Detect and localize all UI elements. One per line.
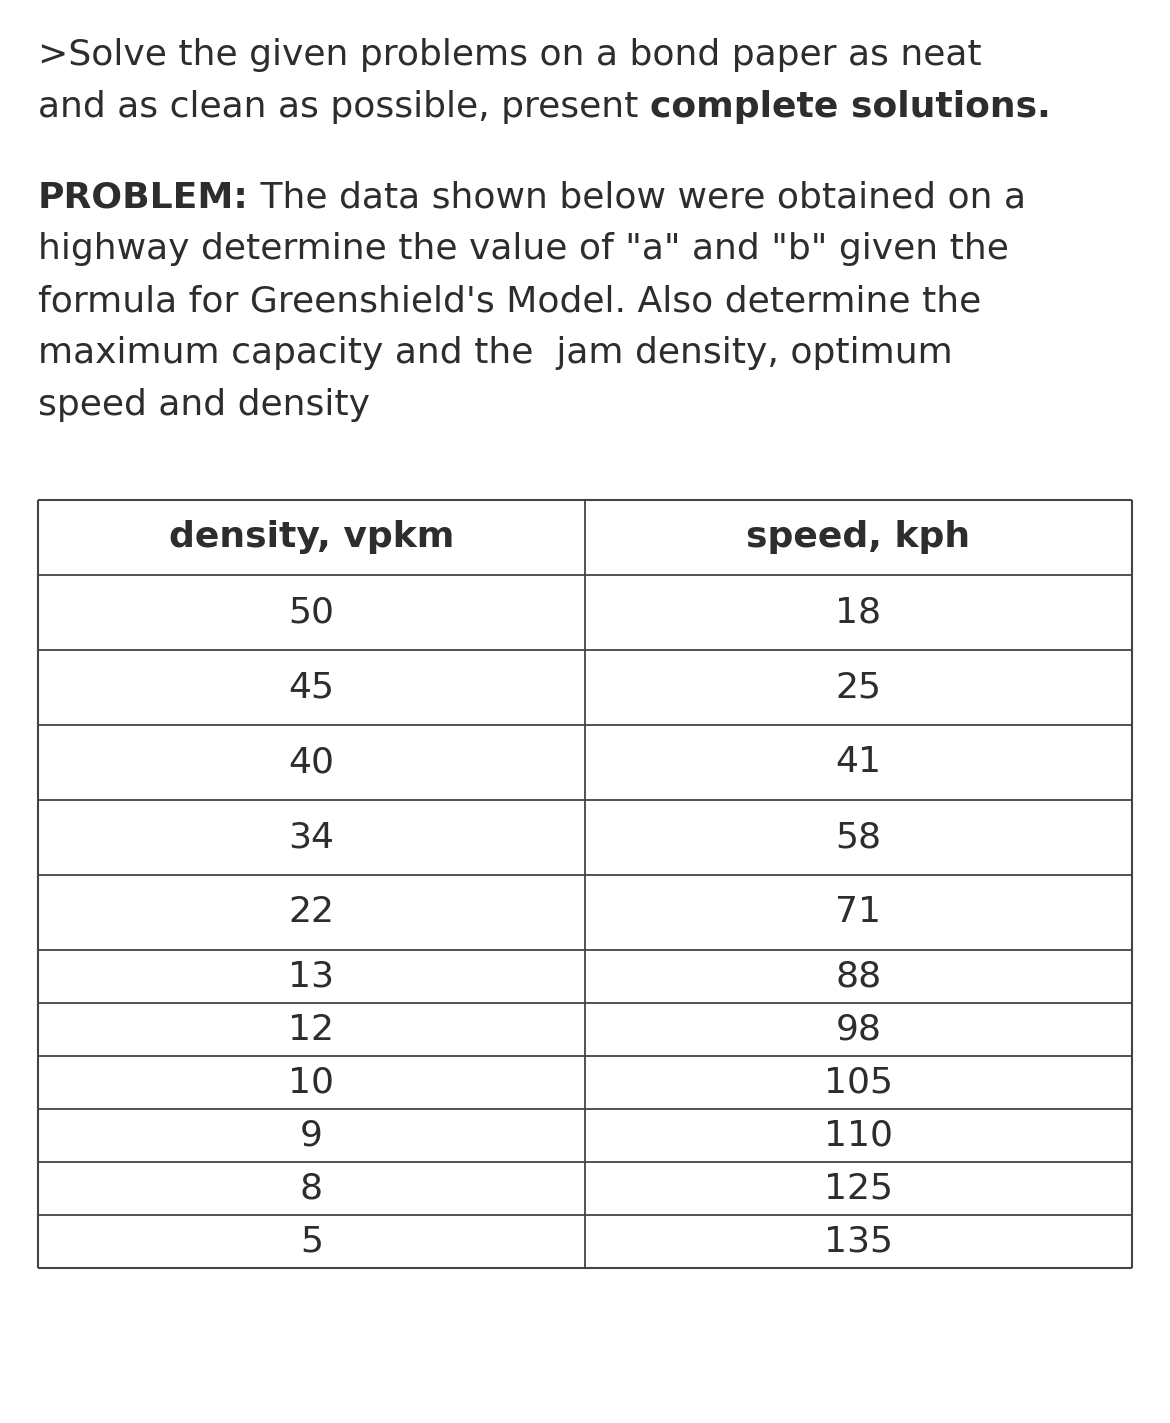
Text: 25: 25 (835, 670, 881, 704)
Text: PROBLEM:: PROBLEM: (37, 179, 249, 213)
Text: 98: 98 (835, 1013, 881, 1046)
Text: 125: 125 (824, 1171, 893, 1205)
Text: 58: 58 (835, 821, 881, 854)
Text: 8: 8 (300, 1171, 323, 1205)
Text: >Solve the given problems on a bond paper as neat: >Solve the given problems on a bond pape… (37, 38, 982, 73)
Text: 13: 13 (289, 959, 335, 993)
Text: 40: 40 (289, 746, 335, 780)
Text: highway determine the value of "a" and "b" given the: highway determine the value of "a" and "… (37, 232, 1009, 266)
Text: 50: 50 (289, 595, 335, 629)
Text: 5: 5 (300, 1225, 323, 1258)
Text: formula for Greenshield's Model. Also determine the: formula for Greenshield's Model. Also de… (37, 285, 982, 317)
Text: 22: 22 (289, 895, 335, 929)
Text: 34: 34 (289, 821, 335, 854)
Text: 88: 88 (835, 959, 882, 993)
Text: 110: 110 (824, 1118, 893, 1153)
Text: speed, kph: speed, kph (746, 521, 971, 555)
Text: 12: 12 (289, 1013, 335, 1046)
Text: The data shown below were obtained on a: The data shown below were obtained on a (249, 179, 1026, 213)
Text: complete solutions.: complete solutions. (649, 90, 1051, 124)
Text: 135: 135 (824, 1225, 893, 1258)
Text: 41: 41 (835, 746, 881, 780)
Text: 105: 105 (824, 1066, 893, 1100)
Text: and as clean as possible, present: and as clean as possible, present (37, 90, 649, 124)
Text: maximum capacity and the  jam density, optimum: maximum capacity and the jam density, op… (37, 336, 952, 370)
Text: 45: 45 (289, 670, 335, 704)
Text: 9: 9 (300, 1118, 323, 1153)
Text: 71: 71 (835, 895, 881, 929)
Text: density, vpkm: density, vpkm (168, 521, 454, 555)
Text: speed and density: speed and density (37, 388, 370, 423)
Text: 18: 18 (835, 595, 881, 629)
Text: 10: 10 (289, 1066, 335, 1100)
